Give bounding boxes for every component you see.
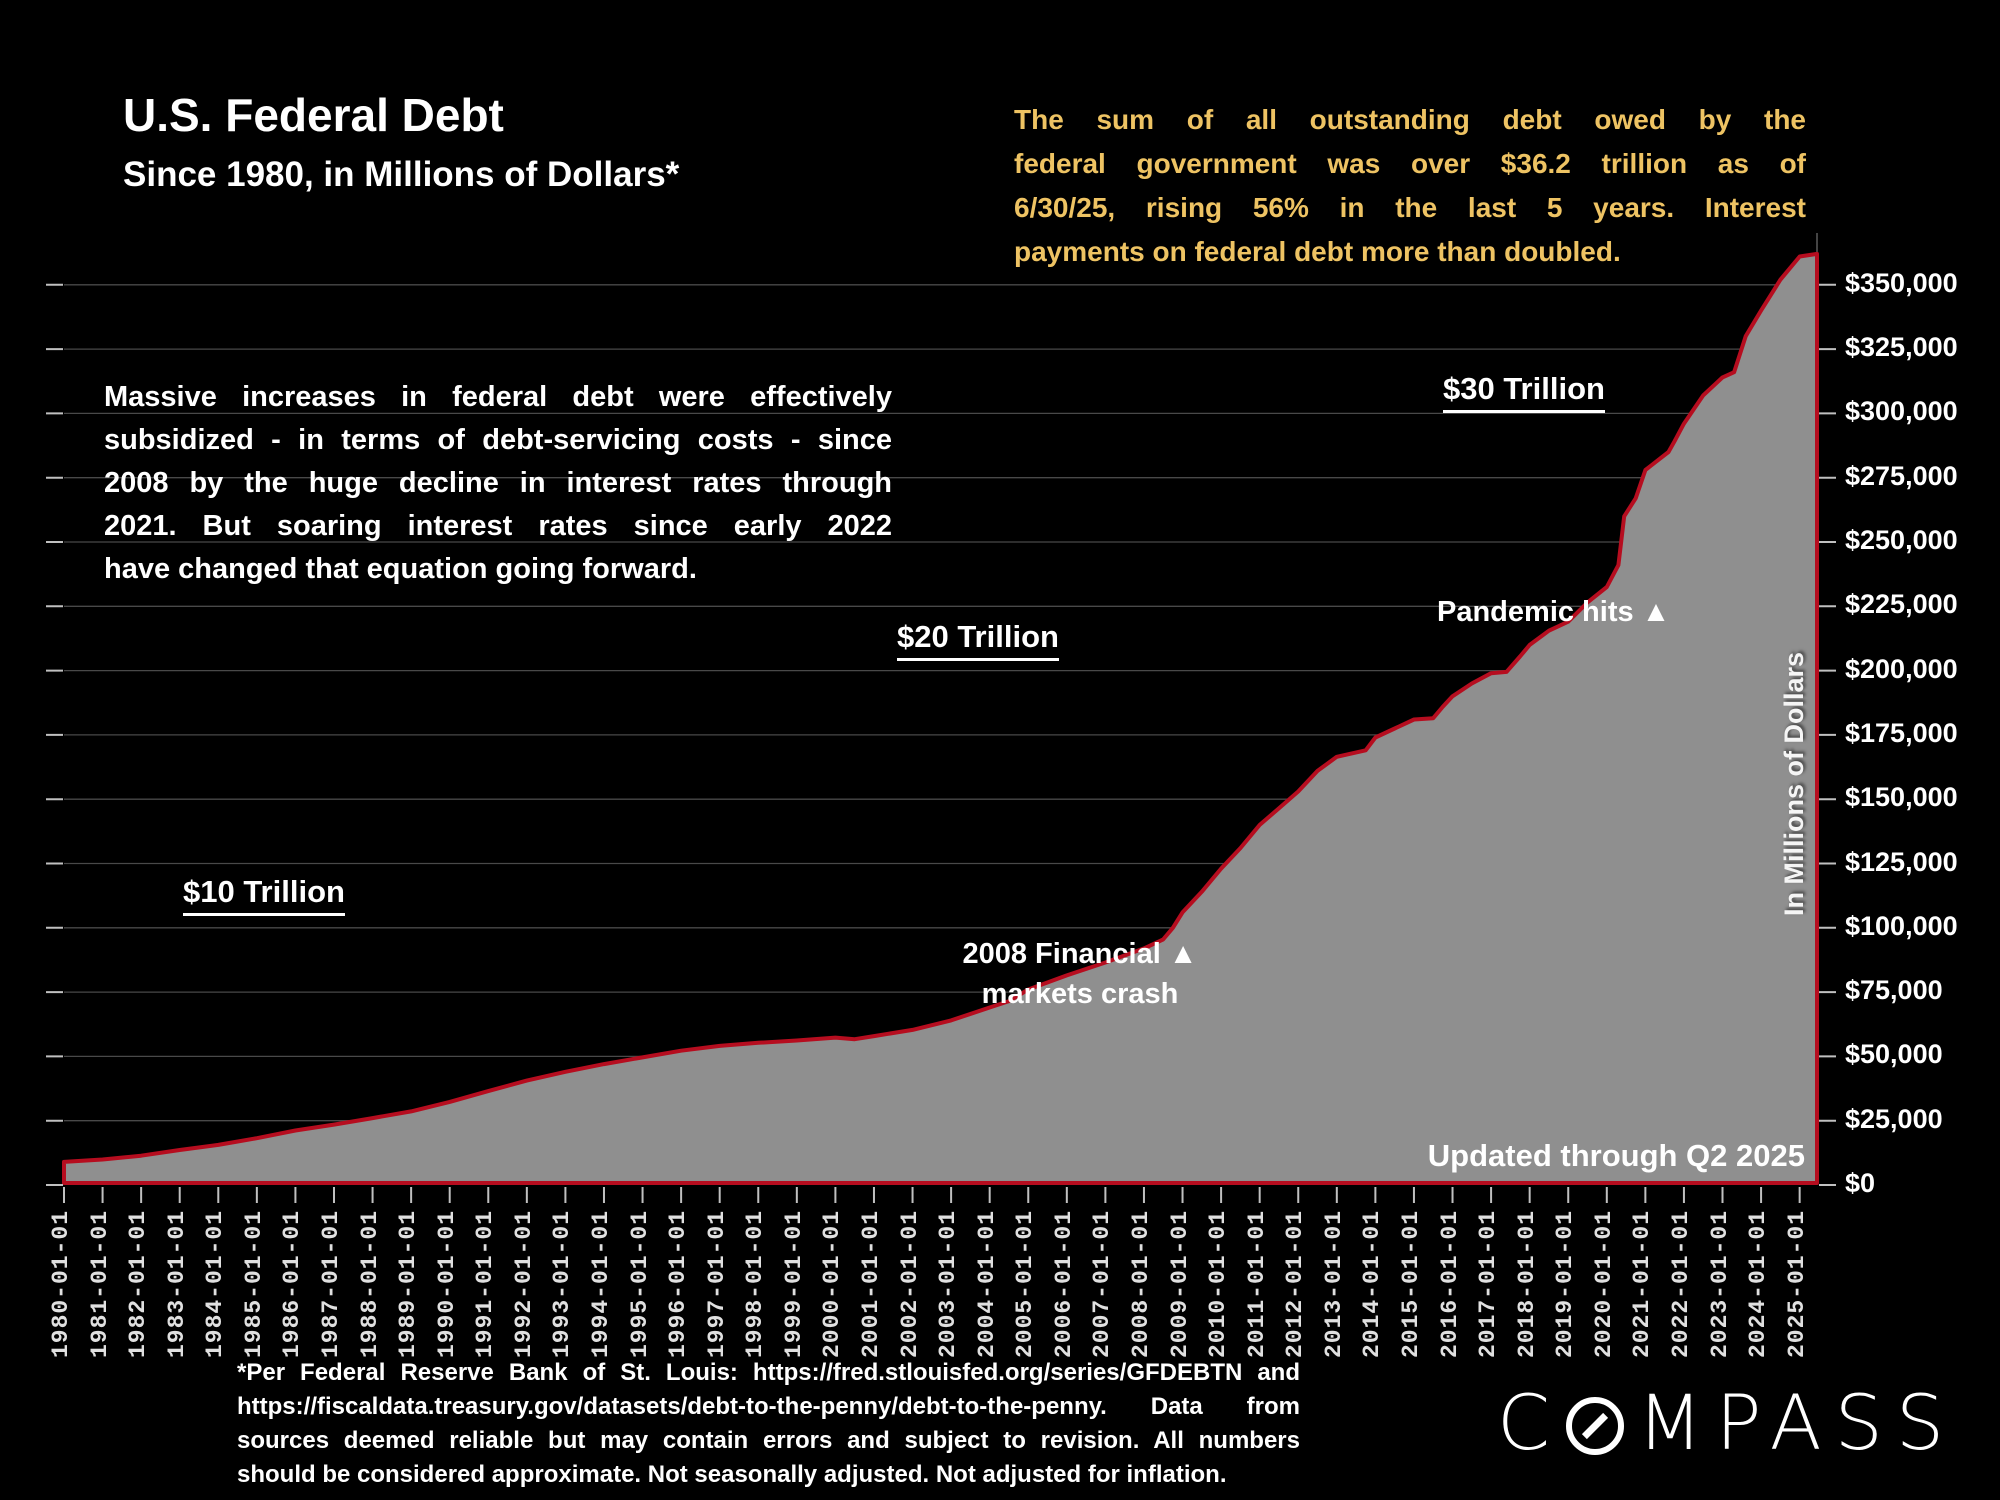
text-line: https://fiscaldata.treasury.gov/datasets… bbox=[237, 1393, 1300, 1420]
x-axis-tick-label: 2011-01-01 bbox=[1243, 1210, 1270, 1359]
x-axis-tick-label: 2014-01-01 bbox=[1359, 1210, 1386, 1359]
x-axis-tick-label: 2017-01-01 bbox=[1475, 1210, 1502, 1359]
x-axis-tick-label: 2002-01-01 bbox=[896, 1210, 923, 1359]
debt-area-series bbox=[62, 251, 1819, 1185]
y-axis-tick-label: $0 bbox=[1845, 1168, 1876, 1198]
annotation-2008-crash: 2008 Financial ▲ markets crash bbox=[950, 934, 1210, 1014]
x-axis-tick-label: 1995-01-01 bbox=[626, 1210, 653, 1359]
x-axis-tick-label: 2016-01-01 bbox=[1436, 1210, 1463, 1359]
annotation-pandemic: Pandemic hits ▲ bbox=[1437, 596, 1671, 628]
compass-needle-o-icon bbox=[1566, 1397, 1625, 1455]
annotation-10-trillion: $10 Trillion bbox=[183, 874, 345, 916]
x-axis-tick-label: 2013-01-01 bbox=[1320, 1210, 1347, 1359]
text-line: sources deemed reliable but may contain … bbox=[237, 1427, 1300, 1454]
x-axis-tick-label: 2004-01-01 bbox=[973, 1210, 1000, 1359]
y-axis-tick-label: $25,000 bbox=[1845, 1103, 1943, 1134]
x-axis-tick-label: 2025-01-01 bbox=[1783, 1210, 1810, 1359]
text-line: 6/30/25, rising 56% in the last 5 years.… bbox=[1014, 192, 1806, 223]
annotation-updated-through: Updated through Q2 2025 bbox=[1427, 1138, 1805, 1173]
y-axis-tick-label: $225,000 bbox=[1845, 589, 1958, 620]
x-axis-tick-label: 2015-01-01 bbox=[1397, 1210, 1424, 1359]
x-axis-tick-label: 2009-01-01 bbox=[1166, 1210, 1193, 1359]
x-axis-tick-label: 2012-01-01 bbox=[1282, 1210, 1309, 1359]
x-axis-tick-label: 2007-01-01 bbox=[1089, 1210, 1116, 1359]
y-axis-tick-label: $275,000 bbox=[1845, 460, 1958, 491]
logo-letters-post: MPASS bbox=[1637, 1378, 1958, 1467]
x-axis-tick-label: 1984-01-01 bbox=[202, 1210, 229, 1359]
x-axis-tick-label: 2001-01-01 bbox=[857, 1210, 884, 1359]
text-line: The sum of all outstanding debt owed by … bbox=[1014, 104, 1806, 135]
x-axis-tick-label: 2019-01-01 bbox=[1552, 1210, 1579, 1359]
y-axis-tick-label: $200,000 bbox=[1845, 653, 1958, 684]
x-axis-tick-label: 1999-01-01 bbox=[780, 1210, 807, 1359]
y-axis-tick-label: $75,000 bbox=[1845, 975, 1943, 1006]
text-line: should be considered approximate. Not se… bbox=[237, 1461, 1227, 1488]
x-axis-tick-label: 1996-01-01 bbox=[665, 1210, 692, 1359]
callout-text: The sum of all outstanding debt owed by … bbox=[1014, 98, 1806, 274]
page-subtitle: Since 1980, in Millions of Dollars* bbox=[123, 155, 680, 194]
annotation-2008-crash-line2: markets crash bbox=[981, 978, 1179, 1010]
y-axis-tick-label: $325,000 bbox=[1845, 332, 1958, 363]
y-axis-tick-label: $125,000 bbox=[1845, 846, 1958, 877]
x-axis-tick-label: 1987-01-01 bbox=[317, 1210, 344, 1359]
x-axis-tick-label: 1990-01-01 bbox=[433, 1210, 460, 1359]
x-axis-tick-label: 2005-01-01 bbox=[1012, 1210, 1039, 1359]
annotation-20-trillion: $20 Trillion bbox=[897, 619, 1059, 661]
x-axis-tick-label: 2010-01-01 bbox=[1205, 1210, 1232, 1359]
y-axis-tick-label: $175,000 bbox=[1845, 717, 1958, 748]
x-axis-tick-label: 1982-01-01 bbox=[125, 1210, 152, 1359]
y-axis-tick-label: $300,000 bbox=[1845, 396, 1958, 427]
y-axis-tick-label: $50,000 bbox=[1845, 1039, 1943, 1070]
x-axis-tick-label: 2024-01-01 bbox=[1745, 1210, 1772, 1359]
x-axis-tick-label: 2018-01-01 bbox=[1513, 1210, 1540, 1359]
compass-logo: C MPASS bbox=[1497, 1378, 1957, 1467]
text-line: 2008 by the huge decline in interest rat… bbox=[104, 467, 892, 499]
x-axis-tick-label: 1998-01-01 bbox=[742, 1210, 769, 1359]
x-axis-tick-label: 1983-01-01 bbox=[163, 1210, 190, 1359]
x-axis-tick-label: 1992-01-01 bbox=[510, 1210, 537, 1359]
x-axis-tick-label: 1988-01-01 bbox=[356, 1210, 383, 1359]
x-axis-tick-label: 2006-01-01 bbox=[1050, 1210, 1077, 1359]
source-disclaimer: *Per Federal Reserve Bank of St. Louis: … bbox=[237, 1356, 1300, 1492]
x-axis-tick-label: 2023-01-01 bbox=[1706, 1210, 1733, 1359]
y-axis-tick-label: $250,000 bbox=[1845, 525, 1958, 555]
x-axis-tick-label: 1986-01-01 bbox=[279, 1210, 306, 1359]
x-axis-tick-label: 1980-01-01 bbox=[48, 1210, 74, 1359]
logo-letters-pre: C bbox=[1497, 1378, 1564, 1467]
x-axis-tick-label: 2000-01-01 bbox=[819, 1210, 846, 1359]
y-axis-title: In Millions of Dollars bbox=[1779, 652, 1809, 917]
x-axis-tick-label: 1997-01-01 bbox=[703, 1210, 730, 1359]
x-axis-tick-label: 2021-01-01 bbox=[1629, 1210, 1656, 1359]
x-axis-tick-label: 2020-01-01 bbox=[1590, 1210, 1617, 1359]
page-title: U.S. Federal Debt bbox=[123, 89, 504, 141]
y-axis-tick-label: $150,000 bbox=[1845, 782, 1958, 813]
x-axis-tick-label: 1985-01-01 bbox=[240, 1210, 267, 1359]
text-line: federal government was over $36.2 trilli… bbox=[1014, 148, 1806, 179]
x-axis-tick-label: 1989-01-01 bbox=[395, 1210, 422, 1359]
commentary-text: Massive increases in federal debt were e… bbox=[104, 376, 892, 591]
text-line: Massive increases in federal debt were e… bbox=[104, 381, 892, 413]
y-axis-tick-label: $100,000 bbox=[1845, 910, 1958, 941]
text-line: payments on federal debt more than doubl… bbox=[1014, 236, 1621, 267]
x-axis-tick-label: 1991-01-01 bbox=[472, 1210, 499, 1359]
text-line: *Per Federal Reserve Bank of St. Louis: … bbox=[237, 1359, 1300, 1386]
x-axis-tick-label: 2003-01-01 bbox=[935, 1210, 962, 1359]
y-axis-tick-label: $350,000 bbox=[1845, 267, 1958, 298]
x-axis-tick-label: 1994-01-01 bbox=[587, 1210, 614, 1359]
x-axis-tick-label: 1981-01-01 bbox=[86, 1210, 113, 1359]
x-axis-tick-label: 2008-01-01 bbox=[1127, 1210, 1154, 1359]
annotation-2008-crash-line1: 2008 Financial ▲ bbox=[962, 938, 1198, 970]
text-line: 2021. But soaring interest rates since e… bbox=[104, 510, 892, 542]
text-line: have changed that equation going forward… bbox=[104, 553, 697, 585]
annotation-30-trillion: $30 Trillion bbox=[1443, 371, 1605, 413]
x-axis-tick-label: 1993-01-01 bbox=[549, 1210, 576, 1359]
x-axis-tick-label: 2022-01-01 bbox=[1667, 1210, 1694, 1359]
text-line: subsidized - in terms of debt-servicing … bbox=[104, 424, 892, 456]
